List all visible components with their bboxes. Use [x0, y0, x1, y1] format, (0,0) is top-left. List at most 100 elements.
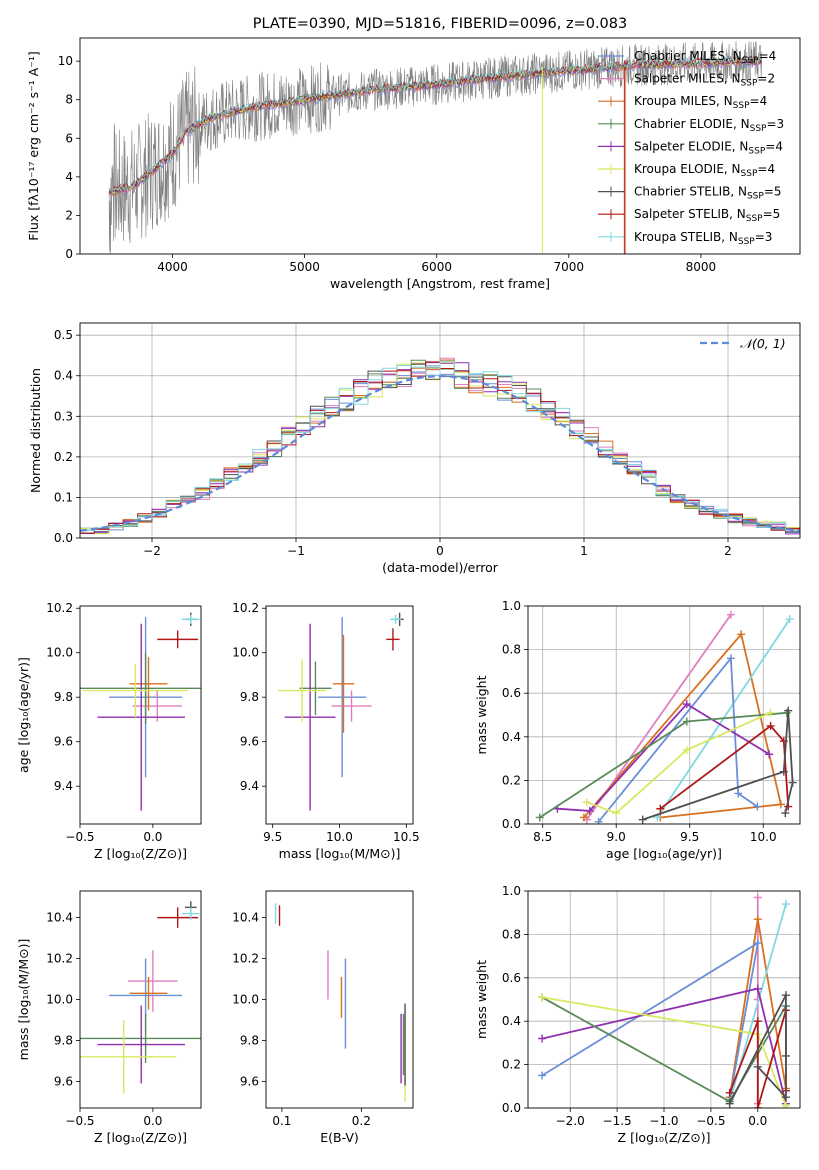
panel-residuals: −2 −1 0 1 2 0.0 0.1 0.2 0.3 0.4 0.5 (data-model)/er… — [28, 322, 801, 575]
legend: Chabrier MILES, NSSP=4 Salpeter MILES, NS… — [598, 49, 784, 247]
plot-area-residuals — [80, 323, 800, 538]
plot-area-age_vs_Z — [80, 612, 201, 811]
legend-label: Chabrier MILES, NSSP=4 — [634, 49, 776, 66]
y-tick-label: 0.6 — [502, 971, 521, 985]
x-tick-label: −1 — [287, 544, 305, 558]
data-point — [299, 661, 332, 715]
plus-marker — [535, 813, 544, 822]
weight-series — [725, 991, 790, 1108]
y-tick-label: 0.0 — [502, 1101, 521, 1115]
plus-marker — [612, 809, 621, 818]
x-tick-label: 0.0 — [143, 1114, 162, 1128]
x-tick-label: 5000 — [289, 260, 320, 274]
y-tick-label: 0.4 — [502, 1014, 521, 1028]
x-tick-label: 8.5 — [533, 830, 552, 844]
x-tick-label: 2 — [724, 544, 732, 558]
x-tick-label: −0.5 — [65, 830, 94, 844]
data-point — [157, 630, 199, 649]
x-axis-label: E(B-V) — [320, 1130, 359, 1145]
y-tick-label: 0.3 — [54, 409, 73, 423]
legend-label: Salpeter MILES, NSSP=2 — [634, 72, 775, 89]
x-tick-label: 10.0 — [326, 830, 353, 844]
plus-marker — [781, 900, 790, 909]
weight-series — [594, 654, 762, 824]
legend-label: 𝒩(0, 1) — [740, 336, 786, 351]
data-point — [129, 976, 168, 1010]
data-point — [97, 1005, 185, 1084]
x-tick-label: 10.5 — [393, 830, 420, 844]
plus-marker — [776, 800, 785, 809]
plus-marker — [785, 615, 794, 624]
axes-frame — [79, 605, 202, 825]
y-tick-label: 6 — [65, 131, 73, 145]
y-tick-label: 9.8 — [54, 1033, 73, 1047]
plus-marker — [781, 1093, 790, 1102]
x-tick-label: 1 — [580, 544, 588, 558]
data-point — [97, 623, 185, 811]
plus-marker — [753, 802, 762, 811]
axes-frame — [79, 890, 202, 1109]
weight-series — [638, 706, 797, 824]
y-tick-label: 0.5 — [54, 328, 73, 342]
plus-marker — [682, 717, 691, 726]
panel-weight_vs_Z: −2.0 −1.5 −1.0 −0.5 0.0 0.0 0.2 0.4 0.6 0.8 1.0 Z [… — [474, 884, 801, 1145]
plus-marker — [585, 806, 594, 815]
data-point — [82, 663, 188, 718]
data-point — [390, 614, 401, 624]
plot-area-weight_vs_age — [528, 606, 800, 824]
axes-frame — [527, 890, 801, 1109]
plus-marker — [781, 809, 790, 818]
x-axis-label: Z [log₁₀(Z/Z⊙)] — [94, 846, 187, 861]
x-tick-label: 10.0 — [750, 830, 777, 844]
plus-marker — [682, 745, 691, 754]
x-axis-label: wavelength [Angstrom, rest frame] — [330, 276, 550, 291]
y-tick-label: 9.4 — [240, 779, 259, 793]
plot-area-age_vs_mass — [278, 612, 404, 811]
x-tick-label: −1.5 — [603, 1114, 632, 1128]
weight-series — [656, 721, 793, 813]
y-tick-label: 9.8 — [54, 690, 73, 704]
plus-marker — [753, 1104, 762, 1108]
x-axis-label: mass [log₁₀(M/M⊙)] — [279, 846, 401, 861]
x-tick-label: 0.0 — [748, 1114, 767, 1128]
legend: 𝒩(0, 1) — [700, 336, 786, 351]
y-tick-label: 1.0 — [502, 599, 521, 613]
plus-marker — [638, 815, 647, 824]
data-point — [182, 614, 200, 624]
y-tick-label: 0.4 — [54, 369, 73, 383]
plus-marker — [538, 1071, 547, 1080]
y-tick-label: 10.4 — [46, 911, 73, 925]
data-point — [278, 659, 327, 722]
x-tick-label: −0.5 — [696, 1114, 725, 1128]
y-tick-label: 10.0 — [232, 646, 259, 660]
y-axis-label: Flux [fλ10⁻¹⁷ erg cm⁻² s⁻¹ A⁻¹] — [26, 51, 41, 240]
plot-area-mass_vs_ebv — [274, 903, 406, 1102]
y-tick-label: 10.2 — [232, 952, 259, 966]
y-tick-label: 4 — [65, 170, 73, 184]
x-tick-label: −2.0 — [556, 1114, 585, 1128]
panel-age_vs_Z: −0.5 0.0 9.4 9.6 9.8 10.0 10.2 Z [log₁₀(Z/Z⊙)] a… — [16, 601, 202, 861]
plus-marker — [737, 630, 746, 639]
x-tick-label: −0.5 — [65, 1114, 94, 1128]
weight-line — [557, 702, 770, 812]
plus-marker — [753, 984, 762, 993]
x-tick-label: 0.1 — [272, 1114, 291, 1128]
data-point — [128, 950, 178, 1012]
x-tick-label: 9.0 — [607, 830, 626, 844]
y-tick-label: 10.0 — [46, 993, 73, 1007]
plus-marker — [582, 798, 591, 807]
y-tick-label: 0.6 — [502, 686, 521, 700]
plus-marker — [765, 750, 774, 759]
legend-label: Chabrier STELIB, NSSP=5 — [634, 185, 782, 202]
y-tick-label: 9.6 — [54, 1074, 73, 1088]
y-tick-label: 9.6 — [240, 735, 259, 749]
data-point — [386, 628, 400, 651]
y-tick-label: 0 — [65, 247, 73, 261]
panel-weight_vs_age: 8.5 9.0 9.5 10.0 0.0 0.2 0.4 0.6 0.8 1.0 age [log₁… — [474, 599, 801, 861]
plus-marker — [781, 991, 790, 1000]
y-tick-label: 0.2 — [502, 773, 521, 787]
x-tick-label: 4000 — [157, 260, 188, 274]
plus-marker — [766, 708, 775, 717]
plus-marker — [726, 654, 735, 663]
